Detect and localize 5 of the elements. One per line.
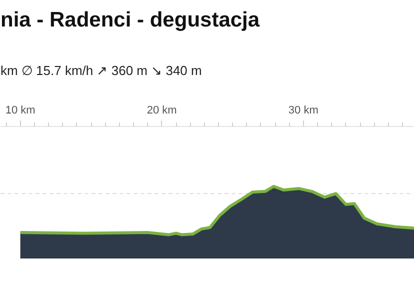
x-tick-label: 20 km	[146, 104, 177, 116]
x-tick-label: 10 km	[5, 104, 36, 116]
chart-title: nia - Radenci - degustacja	[0, 8, 260, 32]
chart-subtitle: km ∅ 15.7 km/h ↗ 360 m ↘ 340 m	[0, 63, 202, 78]
x-tick-label: 30 km	[288, 104, 318, 116]
